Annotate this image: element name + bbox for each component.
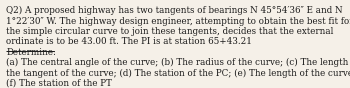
Text: ordinate is to be 43.00 ft. The PI is at station 65+43.21: ordinate is to be 43.00 ft. The PI is at… — [6, 37, 252, 46]
Text: (f) The station of the PT: (f) The station of the PT — [6, 79, 112, 88]
Text: the simple circular curve to join these tangents, decides that the external: the simple circular curve to join these … — [6, 27, 334, 36]
Text: Q2) A proposed highway has two tangents of bearings N 45°54′36″ E and N: Q2) A proposed highway has two tangents … — [6, 6, 343, 15]
Text: 1°22′30″ W. The highway design engineer, attempting to obtain the best fit for: 1°22′30″ W. The highway design engineer,… — [6, 17, 350, 26]
Text: Determine:: Determine: — [6, 48, 56, 57]
Text: the tangent of the curve; (d) The station of the PC; (e) The length of the curve: the tangent of the curve; (d) The statio… — [6, 68, 350, 78]
Text: (a) The central angle of the curve; (b) The radius of the curve; (c) The length : (a) The central angle of the curve; (b) … — [6, 58, 350, 67]
